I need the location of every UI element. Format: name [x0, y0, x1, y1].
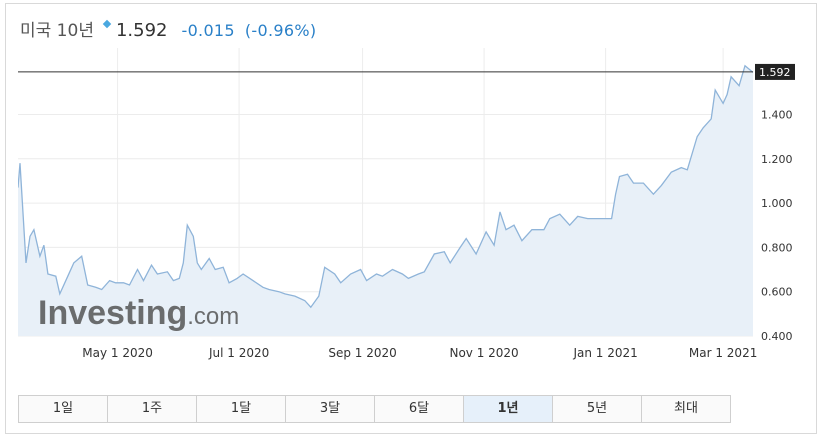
- range-tab[interactable]: 5년: [553, 396, 642, 422]
- x-axis: May 1 2020 Jul 1 2020 Sep 1 2020 Nov 1 2020…: [82, 346, 757, 360]
- x-tick-label: Jan 1 2021: [572, 346, 637, 360]
- quote-header: 미국 10년 1.592 -0.015 (-0.96%): [20, 16, 317, 41]
- range-tab[interactable]: 1일: [19, 396, 108, 422]
- y-tick-label: 1.000: [761, 197, 793, 210]
- x-tick-label: Sep 1 2020: [328, 346, 396, 360]
- series-line: [18, 64, 754, 309]
- range-tabs: 1일 1주 1달 3달 6달 1년 5년 최대: [18, 395, 731, 423]
- range-tab[interactable]: 최대: [642, 396, 730, 422]
- current-value-label-bg: [755, 63, 795, 80]
- range-tab[interactable]: 3달: [286, 396, 375, 422]
- range-tab[interactable]: 6달: [375, 396, 464, 422]
- series-area: [18, 65, 753, 336]
- y-tick-label: 1.200: [761, 153, 793, 166]
- investing-logo-brand: Investing: [38, 294, 187, 332]
- range-tab[interactable]: 1년: [464, 396, 553, 422]
- instrument-title: 미국 10년: [20, 21, 94, 41]
- y-tick-label: 0.400: [761, 330, 793, 343]
- current-value-label: 1.592: [759, 66, 791, 79]
- x-tick-label: May 1 2020: [82, 346, 153, 360]
- x-tick-label: Mar 1 2021: [689, 346, 757, 360]
- x-tick-label: Nov 1 2020: [449, 346, 518, 360]
- price-change-percent: (-0.96%): [244, 21, 317, 40]
- x-tick-label: Jul 1 2020: [208, 346, 269, 360]
- price-chart[interactable]: 1.592 0.400 0.600 0.800 1.000 1.200 1.400 May…: [18, 48, 808, 373]
- current-value-label-group: 1.592: [755, 63, 795, 80]
- investing-logo-suffix: .com: [187, 303, 239, 330]
- range-tab[interactable]: 1주: [108, 396, 197, 422]
- y-tick-label: 1.400: [761, 108, 793, 121]
- chart-widget: 미국 10년 1.592 -0.015 (-0.96%) 1.592 0.400…: [5, 3, 817, 434]
- y-tick-label: 0.600: [761, 286, 793, 299]
- diamond-icon: [102, 19, 112, 29]
- last-price: 1.592: [115, 20, 168, 41]
- investing-logo: Investing.com: [38, 294, 239, 332]
- range-tab[interactable]: 1달: [197, 396, 286, 422]
- y-tick-label: 0.800: [761, 241, 793, 254]
- price-change: -0.015: [181, 21, 235, 40]
- y-axis: 0.400 0.600 0.800 1.000 1.200 1.400: [761, 108, 793, 343]
